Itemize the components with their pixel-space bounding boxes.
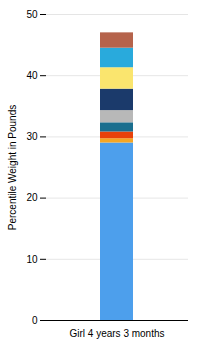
svg-text:0: 0 (32, 315, 38, 326)
svg-text:40: 40 (26, 70, 38, 81)
svg-text:10: 10 (26, 253, 38, 264)
svg-text:Percentile Weight in Pounds: Percentile Weight in Pounds (7, 105, 18, 230)
svg-text:20: 20 (26, 192, 38, 203)
svg-text:30: 30 (26, 131, 38, 142)
svg-text:50: 50 (26, 9, 38, 20)
svg-text:Girl 4 years 3 months: Girl 4 years 3 months (69, 328, 164, 339)
